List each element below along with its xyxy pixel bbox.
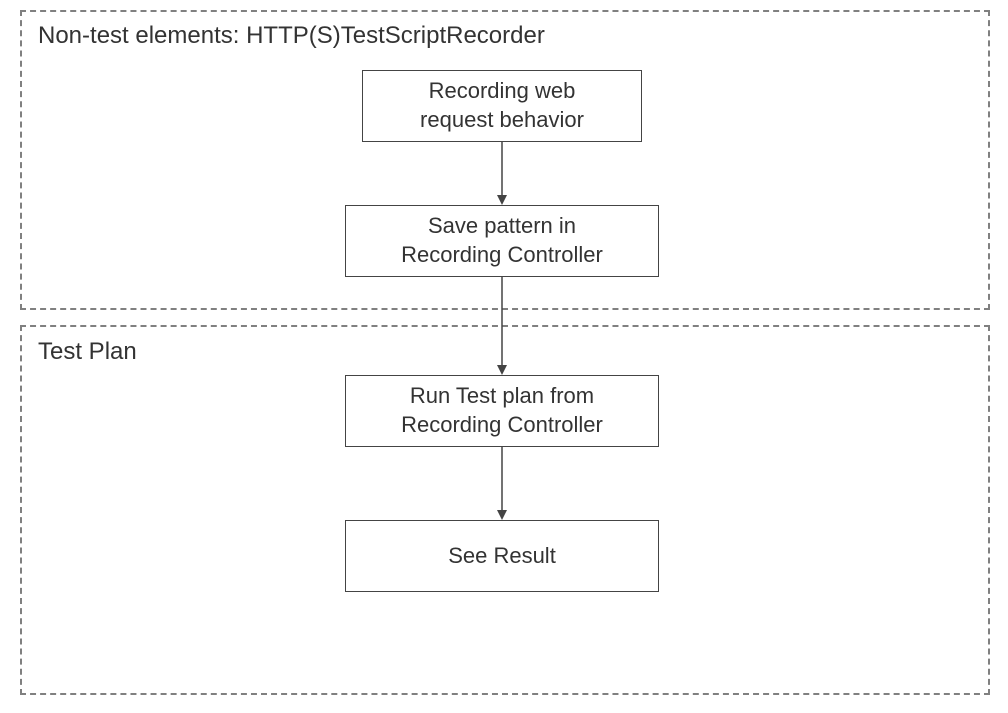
container-testplan-label: Test Plan <box>38 338 137 366</box>
node-save-pattern: Save pattern in Recording Controller <box>345 205 659 277</box>
node-see-result: See Result <box>345 520 659 592</box>
container-nontest-label: Non-test elements: HTTP(S)TestScriptReco… <box>38 22 545 50</box>
node-run-testplan: Run Test plan from Recording Controller <box>345 375 659 447</box>
diagram-canvas: Non-test elements: HTTP(S)TestScriptReco… <box>0 0 1008 713</box>
node-recording-web: Recording web request behavior <box>362 70 642 142</box>
